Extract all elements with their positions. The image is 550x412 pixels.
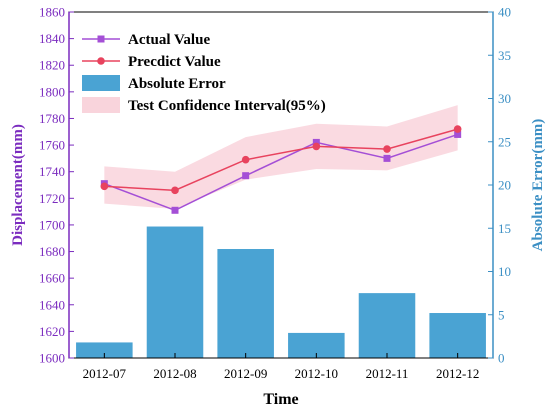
actual-point-2012-11 (383, 154, 391, 162)
left-tick-label: 1860 (39, 5, 65, 20)
confidence-band-group (104, 105, 458, 209)
error-bar-2012-08 (146, 226, 204, 358)
legend-item-1: Precdict Value (82, 54, 221, 70)
right-tick-label: 35 (498, 48, 511, 63)
error-bar-2012-12 (429, 313, 486, 358)
x-axis-title: Time (263, 391, 298, 408)
left-tick-label: 1680 (39, 244, 65, 259)
left-tick-label: 1820 (39, 58, 65, 73)
x-tick-label: 2012-09 (224, 366, 267, 381)
actual-point-2012-10 (312, 138, 320, 146)
legend-square-marker (97, 35, 105, 43)
right-tick-label: 5 (498, 307, 505, 322)
error-bar-2012-07 (76, 342, 133, 358)
left-tick-label: 1740 (39, 164, 65, 179)
legend-item-0: Actual Value (82, 32, 210, 48)
right-tick-label: 20 (498, 178, 511, 193)
left-tick-label: 1660 (39, 271, 65, 286)
error-bar-2012-11 (358, 293, 416, 358)
left-tick-label: 1760 (39, 138, 65, 153)
predict-value-line (104, 128, 458, 192)
left-tick-label: 1720 (39, 191, 65, 206)
right-tick-label: 0 (498, 351, 505, 366)
legend-fill-swatch (82, 75, 120, 91)
predict-point-2012-11 (383, 145, 391, 153)
predict-point-2012-09 (241, 155, 250, 164)
right-tick-label: 25 (498, 134, 511, 149)
error-bar-2012-09 (217, 249, 274, 358)
legend-item-2: Absolute Error (82, 75, 226, 92)
right-tick-label: 10 (498, 264, 511, 279)
actual-point-2012-08 (171, 206, 179, 214)
right-tick-label: 15 (498, 221, 511, 236)
legend-label: Actual Value (128, 32, 210, 48)
legend: Actual Value Precdict Value Absolute Error… (82, 32, 326, 114)
legend-item-3: Test Confidence Interval(95%) (82, 97, 326, 114)
actual-point-2012-12 (454, 130, 462, 138)
left-tick-label: 1620 (39, 324, 65, 339)
line-group (100, 125, 462, 214)
left-tick-label: 1640 (39, 297, 65, 312)
x-tick-label: 2012-12 (436, 366, 479, 381)
y-axis-title-left: Displacement(mm) (10, 124, 26, 246)
actual-value-line (104, 133, 458, 212)
left-tick-label: 1840 (39, 31, 65, 46)
left-tick-label: 1600 (39, 351, 65, 366)
axes-group: 1600 1620 1640 1660 1680 1700 1720 1740 1760 1780… (39, 5, 511, 382)
legend-fill-swatch (82, 97, 120, 113)
predict-point-2012-10 (312, 142, 321, 151)
predict-point-2012-12 (453, 125, 462, 133)
left-tick-label: 1800 (39, 84, 65, 99)
predict-point-2012-07 (100, 182, 109, 191)
x-tick-label: 2012-08 (153, 366, 196, 381)
legend-label: Precdict Value (128, 54, 221, 70)
legend-label: Absolute Error (128, 76, 226, 92)
confidence-interval-band (104, 105, 458, 209)
left-tick-label: 1700 (39, 217, 65, 232)
right-tick-label: 30 (498, 91, 511, 106)
x-tick-label: 2012-10 (295, 366, 338, 381)
left-tick-label: 1780 (39, 111, 65, 126)
legend-label: Test Confidence Interval(95%) (128, 98, 326, 114)
actual-point-2012-09 (242, 172, 250, 180)
bar-group (76, 226, 486, 358)
x-tick-label: 2012-11 (366, 366, 409, 381)
x-tick-label: 2012-07 (83, 366, 127, 381)
predict-point-2012-08 (171, 186, 179, 195)
legend-circle-marker (97, 57, 105, 65)
right-tick-label: 40 (498, 5, 511, 20)
y-axis-title-right: Absolute Error(mm) (530, 119, 546, 252)
